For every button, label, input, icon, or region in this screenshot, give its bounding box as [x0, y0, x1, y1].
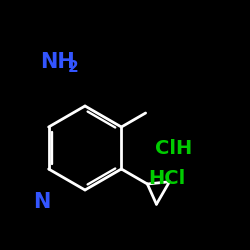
Text: N: N	[33, 192, 51, 212]
Text: 2: 2	[68, 60, 79, 74]
Text: ClH: ClH	[155, 138, 192, 158]
Text: HCl: HCl	[148, 168, 185, 188]
Text: NH: NH	[40, 52, 75, 72]
